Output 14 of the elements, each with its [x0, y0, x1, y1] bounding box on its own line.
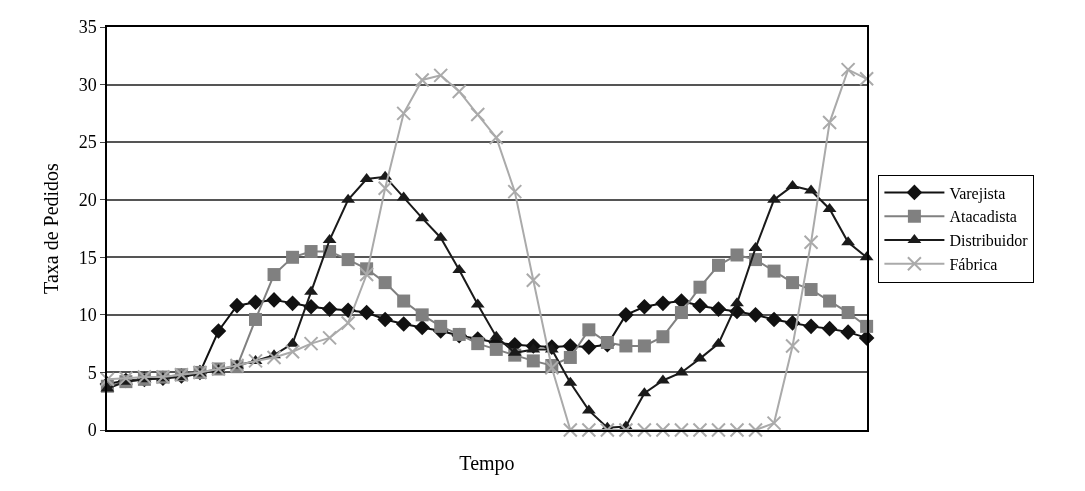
y-tick-label: 15	[78, 247, 97, 268]
legend-label: Varejista	[949, 184, 1006, 203]
y-tick-label: 25	[78, 132, 97, 153]
y-tick-label: 10	[78, 305, 97, 326]
legend-label: Fábrica	[949, 256, 998, 274]
y-tick-label: 35	[78, 17, 97, 38]
y-tick-label: 30	[78, 74, 97, 95]
y-tick-label: 20	[78, 190, 97, 211]
y-axis-title: Taxa de Pedidos	[39, 162, 62, 294]
x-axis-title: Tempo	[459, 451, 515, 475]
y-tick-label: 0	[87, 420, 97, 441]
legend-label: Distribuidor	[949, 232, 1029, 250]
legend-label: Atacadista	[949, 208, 1017, 226]
y-tick-label: 5	[87, 362, 97, 383]
